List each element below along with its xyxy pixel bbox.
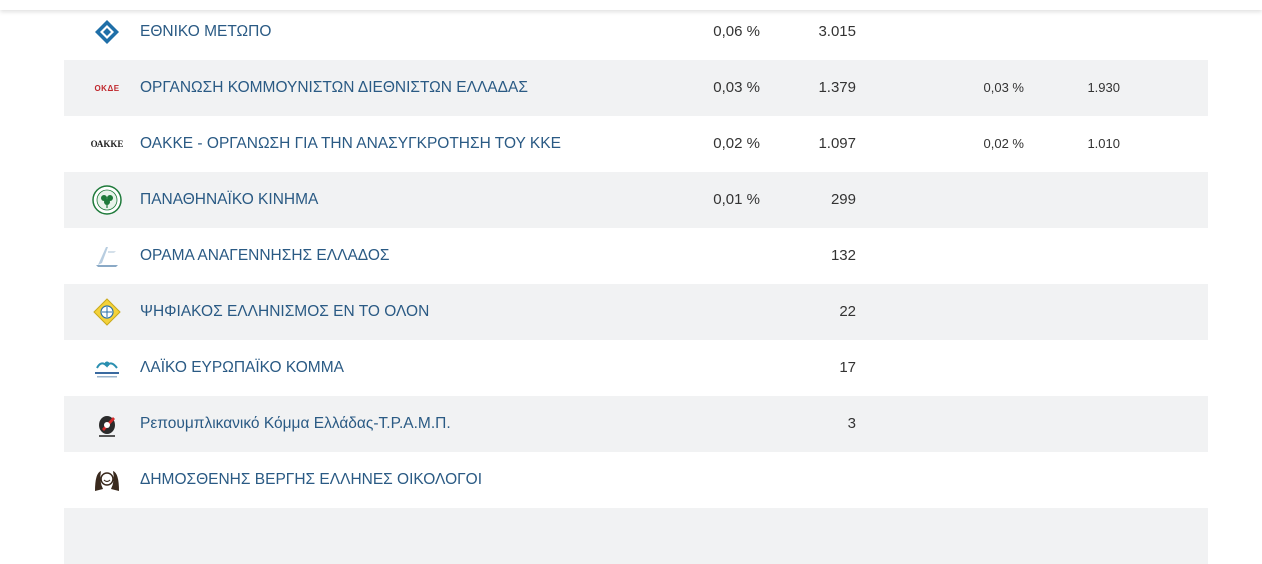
party-name-link[interactable]: ΔΗΜΟΣΘΕΝΗΣ ΒΕΡΓΗΣ ΕΛΛΗΝΕΣ ΟΙΚΟΛΟΓΟΙ xyxy=(140,471,483,488)
previous-vote-count xyxy=(1044,396,1120,452)
table-row: ΛΑΪΚΟ ΕΥΡΩΠΑΪΚΟ ΚΟΜΜΑ 17 xyxy=(64,340,1208,396)
previous-vote-percentage xyxy=(944,340,1024,396)
previous-vote-count xyxy=(1044,228,1120,284)
vote-count: 299 xyxy=(830,191,856,208)
party-name-link[interactable]: Ρεπουμπλικανικό Κόμμα Ελλάδας-Τ.Ρ.Α.Μ.Π. xyxy=(140,415,451,432)
previous-vote-count xyxy=(1044,172,1120,228)
psifiakos-ellinismos-logo xyxy=(90,298,124,326)
vote-percentage: 0,02 % xyxy=(713,135,760,152)
previous-vote-count: 1.930 xyxy=(1087,80,1120,95)
vote-count: 1.379 xyxy=(818,79,856,96)
oakke-logo: ΟΑΚΚΕ xyxy=(90,139,124,149)
okde-logo: ΟΚΔΕ xyxy=(94,83,120,93)
vote-percentage xyxy=(664,340,760,396)
previous-vote-count xyxy=(1044,340,1120,396)
vote-percentage: 0,03 % xyxy=(713,79,760,96)
vote-count: 3.015 xyxy=(818,23,856,40)
table-row: ΟΑΚΚΕ ΟΑΚΚΕ - ΟΡΓΑΝΩΣΗ ΓΙΑ ΤΗΝ ΑΝΑΣΥΓΚΡΟ… xyxy=(64,116,1208,172)
vote-count xyxy=(764,452,856,508)
party-name-link[interactable]: ΨΗΦΙΑΚΟΣ ΕΛΛΗΝΙΣΜΟΣ ΕΝ ΤΟ ΟΛΟΝ xyxy=(140,303,430,320)
ethniko-metopo-logo xyxy=(90,18,124,46)
table-row: Ρεπουμπλικανικό Κόμμα Ελλάδας-Τ.Ρ.Α.Μ.Π.… xyxy=(64,396,1208,452)
previous-vote-percentage xyxy=(944,396,1024,452)
previous-vote-percentage: 0,02 % xyxy=(983,136,1024,151)
tramp-logo xyxy=(90,410,124,438)
vote-percentage xyxy=(664,228,760,284)
previous-vote-percentage: 0,03 % xyxy=(983,80,1024,95)
top-header-bar xyxy=(0,0,1262,10)
previous-vote-percentage xyxy=(944,452,1024,508)
table-row: ΠΑΝΑΘΗΝΑΪΚΟ ΚΙΝΗΜΑ 0,01 % 299 xyxy=(64,172,1208,228)
previous-vote-percentage xyxy=(944,284,1024,340)
table-row xyxy=(64,508,1208,564)
table-row: ΟΚΔΕ ΟΡΓΑΝΩΣΗ ΚΟΜΜΟΥΝΙΣΤΩΝ ΔΙΕΘΝΙΣΤΩΝ ΕΛ… xyxy=(64,60,1208,116)
party-name-link[interactable]: ΛΑΪΚΟ ΕΥΡΩΠΑΪΚΟ ΚΟΜΜΑ xyxy=(140,359,344,376)
previous-vote-count: 1.010 xyxy=(1087,136,1120,151)
table-row: ΔΗΜΟΣΘΕΝΗΣ ΒΕΡΓΗΣ ΕΛΛΗΝΕΣ ΟΙΚΟΛΟΓΟΙ xyxy=(64,452,1208,508)
vote-count: 1.097 xyxy=(818,135,856,152)
party-name-link[interactable]: ΟΑΚΚΕ - ΟΡΓΑΝΩΣΗ ΓΙΑ ΤΗΝ ΑΝΑΣΥΓΚΡΟΤΗΣΗ Τ… xyxy=(140,135,561,152)
party-name-link[interactable]: ΕΘΝΙΚΟ ΜΕΤΩΠΟ xyxy=(140,23,272,40)
previous-vote-count xyxy=(1044,4,1120,60)
vote-percentage: 0,01 % xyxy=(713,191,760,208)
vote-percentage xyxy=(664,396,760,452)
table-row: ΟΡΑΜΑ ΑΝΑΓΕΝΝΗΣΗΣ ΕΛΛΑΔΟΣ 132 xyxy=(64,228,1208,284)
party-name-link[interactable]: ΟΡΓΑΝΩΣΗ ΚΟΜΜΟΥΝΙΣΤΩΝ ΔΙΕΘΝΙΣΤΩΝ ΕΛΛΑΔΑΣ xyxy=(140,79,528,96)
vote-percentage xyxy=(664,452,760,508)
previous-vote-percentage xyxy=(944,4,1024,60)
vote-count: 22 xyxy=(839,303,856,320)
ellines-oikologoi-logo xyxy=(90,466,124,494)
panathinaiko-kinima-logo xyxy=(90,185,124,215)
table-row: ΕΘΝΙΚΟ ΜΕΤΩΠΟ 0,06 % 3.015 xyxy=(64,4,1208,60)
previous-vote-count xyxy=(1044,452,1120,508)
party-name-link[interactable]: ΟΡΑΜΑ ΑΝΑΓΕΝΝΗΣΗΣ ΕΛΛΑΔΟΣ xyxy=(140,247,390,264)
previous-vote-percentage xyxy=(944,172,1024,228)
vote-percentage xyxy=(664,284,760,340)
orama-logo xyxy=(90,242,124,270)
laiko-evropaiko-logo xyxy=(90,354,124,382)
vote-count: 3 xyxy=(847,415,856,432)
vote-percentage: 0,06 % xyxy=(713,23,760,40)
vote-count: 17 xyxy=(839,359,856,376)
table-row: ΨΗΦΙΑΚΟΣ ΕΛΛΗΝΙΣΜΟΣ ΕΝ ΤΟ ΟΛΟΝ 22 xyxy=(64,284,1208,340)
previous-vote-count xyxy=(1044,284,1120,340)
party-name-link[interactable]: ΠΑΝΑΘΗΝΑΪΚΟ ΚΙΝΗΜΑ xyxy=(140,191,319,208)
previous-vote-percentage xyxy=(944,228,1024,284)
vote-count: 132 xyxy=(830,247,856,264)
results-table: ΕΘΝΙΚΟ ΜΕΤΩΠΟ 0,06 % 3.015 ΟΚΔΕ ΟΡΓΑΝΩΣΗ… xyxy=(64,4,1208,564)
